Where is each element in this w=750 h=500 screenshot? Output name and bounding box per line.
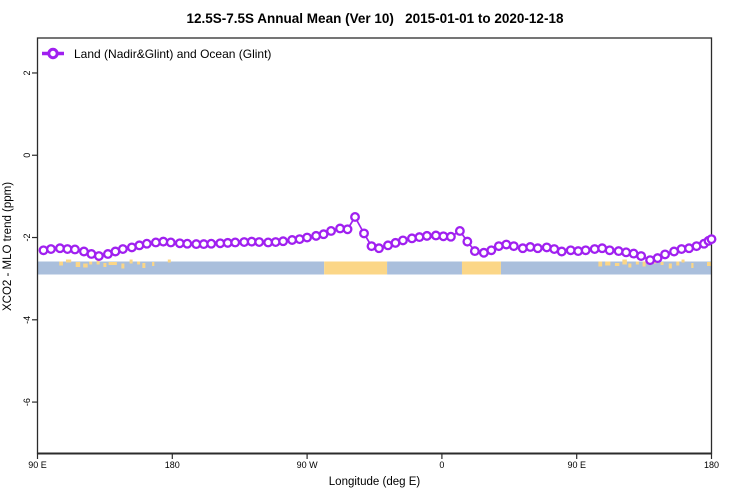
chart-title: 12.5S-7.5S Annual Mean (Ver 10) 2015-01-… bbox=[186, 11, 564, 26]
data-point-marker bbox=[517, 243, 528, 254]
data-point-marker bbox=[206, 238, 217, 249]
data-point-marker bbox=[652, 253, 663, 264]
y-tick-label: 0 bbox=[22, 153, 32, 158]
map-band-island bbox=[691, 263, 694, 268]
map-band-island bbox=[628, 263, 632, 268]
data-point-marker bbox=[660, 249, 671, 260]
map-band-island bbox=[614, 263, 620, 266]
data-point-marker bbox=[141, 238, 152, 249]
y-axis-label: XCO2 - MLO trend (ppm) bbox=[2, 181, 14, 311]
data-point-marker bbox=[398, 235, 408, 246]
map-band-island bbox=[622, 259, 627, 265]
map-band-island bbox=[59, 261, 63, 266]
data-point-marker bbox=[469, 246, 480, 257]
data-point-marker bbox=[636, 251, 647, 261]
data-point-marker bbox=[93, 251, 104, 261]
map-band-island bbox=[598, 261, 603, 267]
y-tick-label: -6 bbox=[22, 398, 32, 406]
map-band-island bbox=[676, 261, 680, 266]
data-point-marker bbox=[230, 237, 241, 248]
data-point-marker bbox=[604, 245, 615, 256]
map-band-ocean-segment bbox=[37, 261, 325, 275]
map-band-island bbox=[660, 262, 664, 265]
data-point-marker bbox=[359, 228, 369, 239]
data-point-marker bbox=[525, 242, 536, 252]
map-band-island bbox=[96, 259, 100, 265]
data-point-marker bbox=[38, 245, 49, 256]
map-band-island bbox=[129, 259, 133, 264]
data-point-marker bbox=[69, 244, 80, 255]
data-point-marker bbox=[462, 236, 473, 247]
x-tick-label: 90 E bbox=[28, 460, 47, 470]
map-band-island bbox=[668, 263, 672, 269]
x-tick-label: 0 bbox=[439, 460, 444, 470]
data-point-marker bbox=[374, 243, 384, 254]
map-band-island bbox=[681, 259, 685, 263]
map-band-island bbox=[642, 261, 646, 267]
x-axis-label: Longitude (deg E) bbox=[328, 476, 421, 488]
data-point-marker bbox=[454, 225, 465, 236]
data-point-marker bbox=[278, 236, 289, 247]
data-point-marker bbox=[254, 237, 265, 247]
data-point-marker bbox=[302, 232, 313, 243]
data-point-marker bbox=[165, 237, 176, 248]
map-band-island bbox=[605, 261, 611, 266]
data-point-marker bbox=[326, 225, 337, 236]
data-point-marker bbox=[508, 241, 519, 252]
map-band-island bbox=[635, 261, 639, 265]
data-point-marker bbox=[342, 224, 353, 235]
data-point-marker bbox=[621, 247, 632, 258]
data-point-marker bbox=[182, 238, 193, 249]
data-point-marker bbox=[486, 245, 497, 256]
data-point-marker bbox=[414, 232, 425, 243]
map-band-island bbox=[152, 262, 155, 266]
map-band-island bbox=[65, 259, 72, 263]
data-point-marker bbox=[117, 244, 128, 254]
x-tick-label: 90 W bbox=[297, 460, 319, 470]
data-point-marker bbox=[556, 246, 567, 257]
map-band-island bbox=[75, 262, 81, 267]
data-point-marker bbox=[706, 234, 717, 245]
map-band-island bbox=[108, 262, 117, 265]
data-point-marker bbox=[532, 243, 543, 254]
data-point-marker bbox=[350, 212, 360, 222]
legend-label: Land (Nadir&Glint) and Ocean (Glint) bbox=[74, 47, 272, 61]
y-tick-label: -4 bbox=[22, 316, 32, 324]
legend-marker-circle bbox=[47, 47, 59, 60]
map-band-island bbox=[83, 263, 88, 268]
y-tick-label: -2 bbox=[22, 234, 32, 242]
map-band-island bbox=[167, 259, 171, 263]
map-band-island bbox=[707, 262, 712, 266]
map-band-island bbox=[137, 261, 141, 265]
map-band-island bbox=[103, 263, 107, 267]
map-band-island bbox=[121, 263, 125, 269]
map-band-land-segment bbox=[461, 261, 501, 275]
data-point-marker bbox=[613, 246, 624, 257]
data-point-marker bbox=[445, 231, 456, 242]
map-band-land-segment bbox=[324, 261, 388, 275]
data-point-marker bbox=[406, 233, 417, 244]
x-tick-label: 180 bbox=[704, 460, 719, 470]
x-tick-label: 180 bbox=[165, 460, 180, 470]
y-tick-label: 2 bbox=[22, 70, 32, 75]
data-point-marker bbox=[421, 230, 432, 241]
data-point-marker bbox=[580, 245, 591, 256]
map-band-ocean-segment bbox=[387, 261, 462, 275]
data-point-marker bbox=[46, 244, 56, 254]
map-band-ocean-segment bbox=[500, 261, 712, 275]
map-band-island bbox=[89, 261, 93, 265]
x-tick-label: 90 E bbox=[567, 460, 586, 470]
map-band-island bbox=[142, 263, 146, 268]
